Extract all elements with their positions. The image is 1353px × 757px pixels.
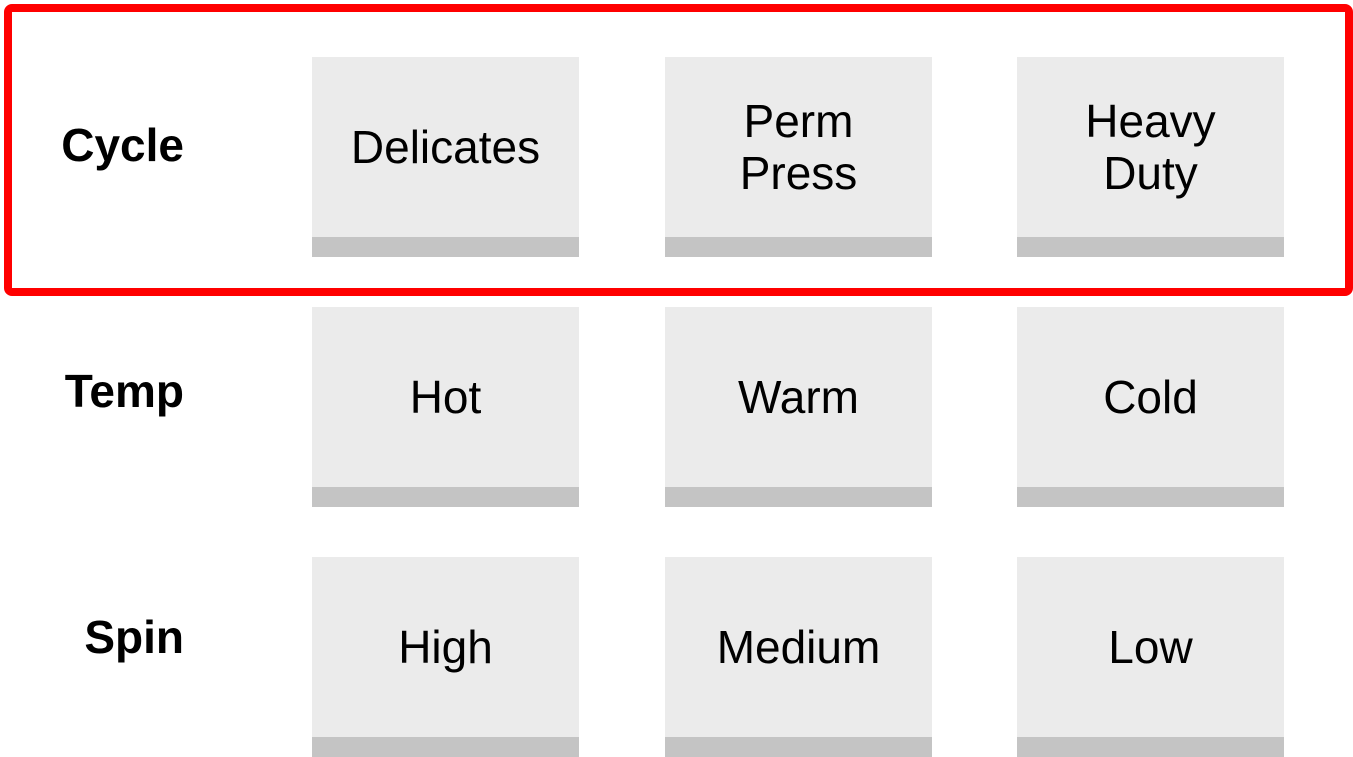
key-label: Low <box>1108 621 1193 673</box>
key-label: Heavy Duty <box>1085 95 1216 199</box>
spin-medium-button[interactable]: Medium <box>665 557 932 757</box>
row-label-cycle: Cycle <box>61 119 184 171</box>
selected-row-highlight <box>4 4 1353 296</box>
spin-low-button[interactable]: Low <box>1017 557 1284 757</box>
spin-high-button[interactable]: High <box>312 557 579 757</box>
temp-cold-button[interactable]: Cold <box>1017 307 1284 507</box>
temp-warm-button[interactable]: Warm <box>665 307 932 507</box>
cycle-heavy-duty-button[interactable]: Heavy Duty <box>1017 57 1284 257</box>
key-label: High <box>398 621 493 673</box>
key-label: Delicates <box>350 121 541 173</box>
temp-hot-button[interactable]: Hot <box>312 307 579 507</box>
key-label: Cold <box>1103 371 1198 423</box>
row-label-temp: Temp <box>64 365 184 417</box>
cycle-perm-press-button[interactable]: Perm Press <box>665 57 932 257</box>
key-label: Perm Press <box>739 95 858 199</box>
row-label-spin: Spin <box>84 611 184 663</box>
key-label: Medium <box>716 621 881 673</box>
key-label: Warm <box>738 371 859 423</box>
key-label: Hot <box>409 371 482 423</box>
cycle-delicates-button[interactable]: Delicates <box>312 57 579 257</box>
